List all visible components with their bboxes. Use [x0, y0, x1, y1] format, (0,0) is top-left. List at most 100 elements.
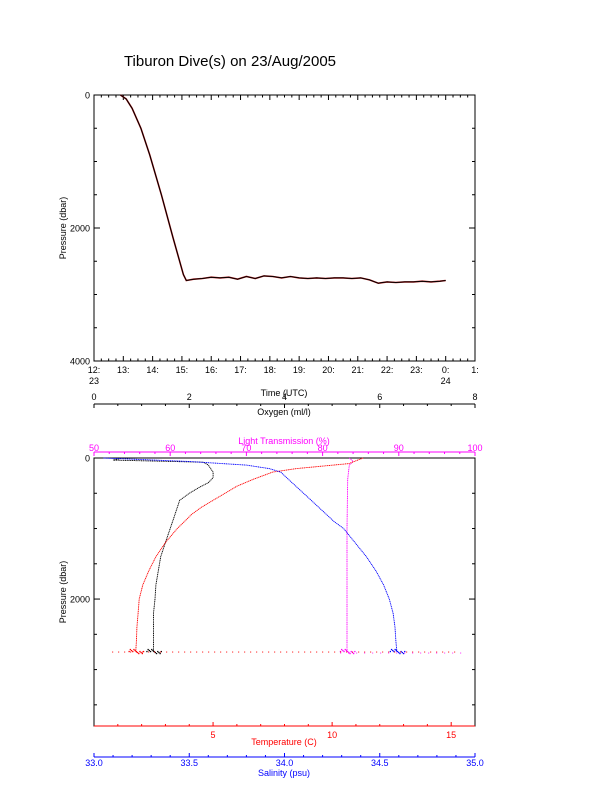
- top-plot-frame: [93, 94, 476, 362]
- time-tick-label: 21:: [352, 365, 365, 375]
- bottom-depth-scatter-point: [452, 652, 454, 654]
- salinity-bottom-point: [389, 650, 391, 653]
- temperature-bottom-point: [132, 650, 134, 653]
- time-tick-label: 14:: [146, 365, 159, 375]
- bottom-depth-scatter-point: [454, 651, 456, 653]
- salinity-bottom-point: [393, 650, 395, 653]
- bottom-depth-scatter-point: [444, 652, 446, 654]
- light-transmission-tick-label: 70: [241, 443, 251, 453]
- oxygen-bottom-point: [157, 650, 159, 653]
- bottom-depth-scatter-point: [292, 651, 294, 653]
- time-axis-label: Time (UTC): [261, 388, 308, 398]
- light-transmission-bottom-point: [349, 652, 351, 655]
- bottom-depth-scatter-point: [356, 652, 358, 654]
- light-transmission-axis-label: Light Transmission (%): [238, 436, 330, 446]
- oxygen-bottom-point: [154, 651, 156, 654]
- time-tick-label: 15:: [176, 365, 189, 375]
- time-tick-label: 0:: [442, 365, 450, 375]
- bottom-depth-scatter-point: [406, 651, 408, 653]
- bottom-depth-scatter-point: [418, 651, 420, 653]
- light-transmission-bottom-point: [350, 650, 352, 653]
- temperature-bottom-point: [141, 652, 143, 655]
- light-transmission-tick-label: 60: [165, 443, 175, 453]
- light-transmission-tick-label: 100: [467, 443, 482, 453]
- top-pressure-axis-label: Pressure (dbar): [58, 197, 68, 260]
- temperature-bottom-point: [138, 652, 140, 655]
- light-transmission-bottom-point: [344, 648, 346, 651]
- light-transmission-tick-label: 50: [89, 443, 99, 453]
- temperature-tick-label: 15: [446, 730, 456, 740]
- bottom-depth-scatter-point: [250, 651, 252, 653]
- temperature-bottom-point: [136, 651, 139, 654]
- oxygen-tick-label: 4: [282, 392, 287, 402]
- bottom-depth-scatter-point: [268, 651, 270, 653]
- bottom-depth-scatter-point: [412, 652, 414, 654]
- bottom-depth-scatter-point: [424, 651, 426, 653]
- temperature-bottom-point: [134, 649, 136, 652]
- bottom-depth-scatter-point: [124, 651, 126, 653]
- bottom-depth-scatter-point: [380, 652, 382, 654]
- bottom-depth-scatter-point: [376, 651, 378, 653]
- oxygen-bottom-point: [146, 650, 148, 653]
- temperature-axis-label: Temperature (C): [251, 737, 317, 747]
- salinity-tick-label: 34.0: [276, 758, 294, 768]
- bottom-depth-scatter-point: [262, 651, 264, 653]
- salinity-bottom-point: [404, 650, 406, 653]
- time-tick-label: 22:: [381, 365, 394, 375]
- bottom-depth-scatter-point: [154, 651, 156, 653]
- oxygen-bottom-point: [158, 651, 160, 654]
- temperature-bottom-point: [142, 650, 145, 653]
- temperature-bottom-point: [139, 650, 141, 653]
- oxygen-tick-label: 8: [472, 392, 477, 402]
- salinity-bottom-point: [402, 652, 405, 655]
- oxygen-tick-label: 0: [91, 392, 96, 402]
- bottom-depth-scatter-point: [430, 651, 432, 653]
- profile-series: [103, 457, 462, 655]
- time-tick-date-label: 24: [441, 376, 451, 386]
- bottom-plot-frame: [93, 457, 476, 727]
- bottom-depth-scatter-point: [460, 652, 462, 654]
- oxygen-bottom-point: [160, 650, 162, 653]
- bottom-depth-scatter-point: [286, 651, 288, 653]
- bottom-depth-scatter-point: [364, 652, 366, 654]
- oxygen-tick-label: 2: [187, 392, 192, 402]
- light-transmission-bottom-point: [354, 650, 356, 653]
- time-tick-label: 23:: [410, 365, 423, 375]
- bottom-depth-scatter-point: [316, 651, 318, 653]
- bottom-depth-scatter-point: [184, 651, 186, 653]
- time-tick-label: 1:: [471, 365, 479, 375]
- salinity-tick-label: 35.0: [466, 758, 484, 768]
- salinity-bottom-point: [399, 652, 401, 655]
- light-transmission-bottom-point: [353, 652, 355, 655]
- light-transmission-bottom-point: [341, 648, 343, 651]
- bottom-depth-scatter-point: [208, 651, 210, 653]
- light-transmission-tick-label: 80: [318, 443, 328, 453]
- bottom-depth-scatter-point: [340, 652, 342, 654]
- bottom-depth-scatter-point: [388, 651, 390, 653]
- light-transmission-bottom-point: [343, 650, 345, 653]
- bottom-depth-scatter-point: [172, 651, 174, 653]
- light-transmission-bottom-point: [342, 649, 344, 652]
- bottom-depth-scatter-point: [232, 651, 234, 653]
- oxygen-bottom-point: [147, 648, 149, 651]
- time-tick-label: 19:: [293, 365, 306, 375]
- bottom-depth-scatter-point: [400, 651, 402, 653]
- bottom-depth-scatter-point: [136, 651, 138, 653]
- oxygen-tick-label: 6: [377, 392, 382, 402]
- salinity-bottom-point: [395, 649, 397, 652]
- salinity-axis-label: Salinity (psu): [258, 768, 310, 778]
- oxygen-bottom-point: [148, 649, 150, 652]
- bottom-depth-scatter-point: [166, 651, 168, 653]
- bottom-depth-scatter-point: [298, 651, 300, 653]
- oxygen-profile-line: [112, 457, 214, 652]
- bottom-depth-scatter-point: [370, 651, 372, 653]
- bottom-depth-scatter-point: [304, 651, 306, 653]
- profile-pressure-tick-label: 2000: [70, 595, 90, 605]
- bottom-depth-scatter-point: [404, 652, 406, 654]
- time-tick-label: 17:: [234, 365, 247, 375]
- temperature-tick-label: 10: [327, 730, 337, 740]
- bottom-depth-scatter-point: [238, 651, 240, 653]
- salinity-profile-line: [103, 457, 398, 652]
